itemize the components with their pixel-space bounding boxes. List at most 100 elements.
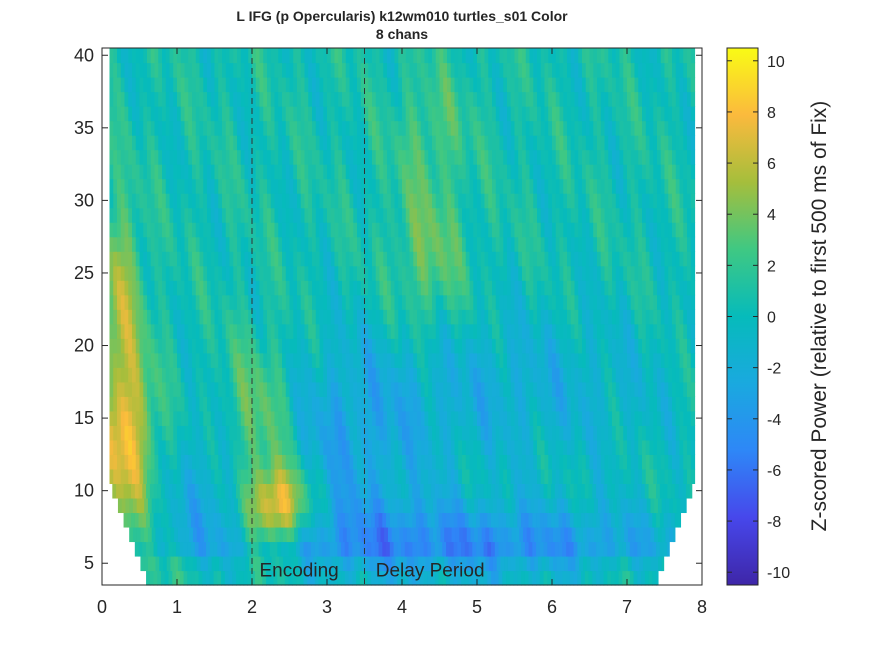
heatmap-cell	[480, 265, 486, 281]
heatmap-cell	[573, 483, 578, 499]
heatmap-cell	[158, 236, 163, 252]
heatmap-cell	[525, 338, 531, 354]
heatmap-cell	[244, 338, 249, 354]
heatmap-cell	[345, 367, 351, 383]
heatmap-cell	[574, 294, 579, 310]
heatmap-cell	[690, 439, 696, 455]
heatmap-cell	[477, 381, 482, 397]
heatmap-cell	[234, 526, 239, 543]
heatmap-cell	[630, 439, 636, 455]
heatmap-cell	[393, 570, 398, 586]
heatmap-cell	[390, 178, 396, 194]
heatmap-cell	[364, 120, 369, 136]
heatmap-cell	[657, 309, 662, 325]
heatmap-cell	[507, 164, 512, 180]
heatmap-cell	[660, 425, 666, 441]
heatmap-cell	[552, 352, 557, 368]
heatmap-cell	[459, 555, 464, 572]
heatmap-cell	[315, 149, 321, 165]
heatmap-cell	[337, 570, 342, 586]
heatmap-cell	[394, 222, 399, 238]
heatmap-cell	[117, 207, 122, 223]
heatmap-cell	[428, 265, 433, 281]
heatmap-cell	[579, 497, 584, 514]
heatmap-cell	[511, 497, 517, 514]
heatmap-cell	[214, 222, 219, 238]
heatmap-cell	[443, 193, 448, 209]
heatmap-cell	[357, 338, 362, 354]
heatmap-cell	[180, 106, 186, 122]
heatmap-cell	[308, 367, 313, 383]
heatmap-cell	[611, 570, 616, 586]
heatmap-cell	[498, 570, 503, 586]
heatmap-cell	[420, 381, 426, 397]
heatmap-cell	[633, 483, 638, 499]
heatmap-cell	[203, 106, 208, 122]
heatmap-cell	[562, 483, 567, 499]
heatmap-cell	[237, 164, 242, 180]
heatmap-cell	[480, 454, 486, 470]
heatmap-cell	[147, 294, 152, 310]
heatmap-cell	[589, 222, 594, 238]
heatmap-cell	[409, 265, 414, 281]
heatmap-cell	[144, 555, 149, 572]
heatmap-cell	[158, 280, 163, 296]
heatmap-cell	[608, 135, 613, 151]
heatmap-cell	[117, 338, 122, 354]
heatmap-cell	[240, 193, 246, 209]
heatmap-cell	[450, 396, 456, 412]
heatmap-cell	[627, 309, 632, 325]
heatmap-cell	[555, 251, 561, 267]
heatmap-cell	[518, 309, 523, 325]
heatmap-cell	[195, 468, 201, 484]
heatmap-cell	[604, 193, 609, 209]
heatmap-cell	[522, 178, 527, 194]
heatmap-cell	[345, 164, 351, 180]
heatmap-cell	[252, 294, 257, 310]
heatmap-cell	[515, 497, 520, 514]
heatmap-cell	[364, 352, 369, 368]
heatmap-cell	[627, 120, 632, 136]
heatmap-cell	[203, 396, 208, 412]
heatmap-cell	[188, 309, 193, 325]
heatmap-cell	[582, 497, 588, 514]
heatmap-cell	[536, 541, 541, 557]
heatmap-cell	[297, 280, 302, 296]
heatmap-cell	[222, 135, 227, 151]
heatmap-cell	[540, 149, 546, 165]
heatmap-cell	[417, 396, 422, 412]
heatmap-cell	[323, 323, 328, 339]
heatmap-cell	[334, 280, 339, 296]
heatmap-cell	[397, 512, 402, 528]
heatmap-cell	[158, 309, 163, 325]
heatmap-cell	[412, 570, 417, 586]
heatmap-cell	[530, 555, 535, 572]
heatmap-cell	[604, 338, 609, 354]
heatmap-cell	[173, 439, 178, 455]
heatmap-cell	[458, 236, 463, 252]
heatmap-cell	[599, 570, 605, 586]
heatmap-cell	[539, 541, 545, 557]
heatmap-cell	[432, 468, 437, 484]
heatmap-cell	[533, 135, 538, 151]
heatmap-cell	[518, 294, 523, 310]
heatmap-cell	[630, 236, 636, 252]
heatmap-cell	[518, 207, 523, 223]
heatmap-cell	[492, 120, 497, 136]
heatmap-cell	[267, 439, 272, 455]
heatmap-cell	[352, 541, 357, 557]
heatmap-cell	[401, 541, 406, 557]
heatmap-cell	[185, 526, 190, 543]
heatmap-cell	[371, 483, 376, 499]
heatmap-cell	[278, 149, 283, 165]
heatmap-cell	[435, 309, 441, 325]
heatmap-cell	[248, 106, 253, 122]
heatmap-cell	[570, 309, 576, 325]
heatmap-cell	[552, 236, 557, 252]
heatmap-cell	[278, 338, 283, 354]
heatmap-cell	[438, 570, 443, 586]
heatmap-cell	[177, 236, 182, 252]
heatmap-cell	[554, 570, 560, 586]
heatmap-cell	[554, 512, 560, 528]
heatmap-cell	[585, 236, 591, 252]
